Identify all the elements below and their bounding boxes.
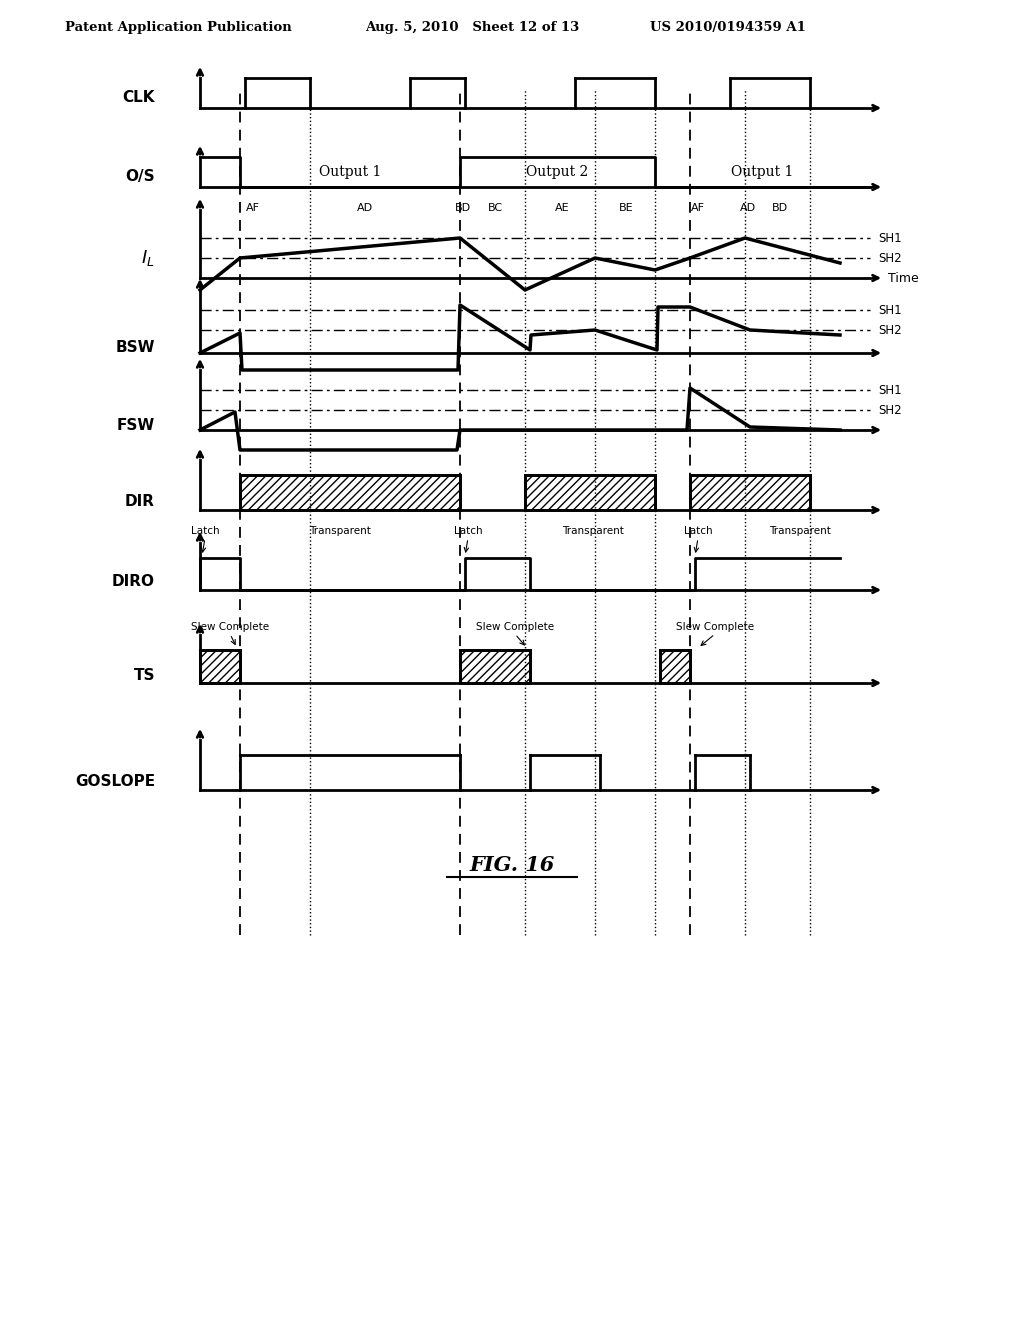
- Text: Time: Time: [888, 272, 919, 285]
- Text: FIG. 16: FIG. 16: [469, 855, 555, 875]
- Text: BE: BE: [618, 203, 633, 213]
- Text: Slew Complete: Slew Complete: [676, 622, 754, 632]
- Text: AE: AE: [555, 203, 569, 213]
- Text: BD: BD: [455, 203, 471, 213]
- Text: FSW: FSW: [117, 417, 155, 433]
- Text: GOSLOPE: GOSLOPE: [75, 775, 155, 789]
- Bar: [690, 475, 810, 510]
- Text: AF: AF: [691, 203, 705, 213]
- Bar: [460, 649, 530, 682]
- Text: AF: AF: [246, 203, 260, 213]
- Text: BSW: BSW: [116, 341, 155, 355]
- Text: Patent Application Publication: Patent Application Publication: [65, 21, 292, 33]
- Text: Latch: Latch: [684, 525, 713, 536]
- Text: Latch: Latch: [190, 525, 219, 536]
- Text: AD: AD: [740, 203, 756, 213]
- Text: SH2: SH2: [878, 252, 901, 264]
- Text: DIRO: DIRO: [112, 574, 155, 590]
- Text: SH2: SH2: [878, 404, 901, 417]
- Text: Transparent: Transparent: [309, 525, 371, 536]
- Text: Output 1: Output 1: [318, 165, 381, 180]
- Text: BD: BD: [772, 203, 788, 213]
- Text: US 2010/0194359 A1: US 2010/0194359 A1: [650, 21, 806, 33]
- Text: BC: BC: [487, 203, 503, 213]
- Text: Slew Complete: Slew Complete: [476, 622, 554, 632]
- Text: Output 2: Output 2: [526, 165, 589, 180]
- Text: AD: AD: [357, 203, 373, 213]
- Text: DIR: DIR: [125, 495, 155, 510]
- Text: SH1: SH1: [878, 231, 901, 244]
- Text: CLK: CLK: [123, 91, 155, 106]
- Bar: [240, 475, 460, 510]
- Text: SH1: SH1: [878, 384, 901, 396]
- Bar: [525, 475, 655, 510]
- Bar: [200, 649, 240, 682]
- Text: Latch: Latch: [454, 525, 482, 536]
- Text: TS: TS: [133, 668, 155, 682]
- Bar: [660, 649, 690, 682]
- Text: SH2: SH2: [878, 323, 901, 337]
- Text: SH1: SH1: [878, 304, 901, 317]
- Text: Output 1: Output 1: [731, 165, 794, 180]
- Text: Transparent: Transparent: [769, 525, 830, 536]
- Text: Transparent: Transparent: [561, 525, 624, 536]
- Text: Aug. 5, 2010   Sheet 12 of 13: Aug. 5, 2010 Sheet 12 of 13: [365, 21, 580, 33]
- Text: Slew Complete: Slew Complete: [190, 622, 269, 632]
- Text: O/S: O/S: [125, 169, 155, 185]
- Text: $I_L$: $I_L$: [141, 248, 155, 268]
